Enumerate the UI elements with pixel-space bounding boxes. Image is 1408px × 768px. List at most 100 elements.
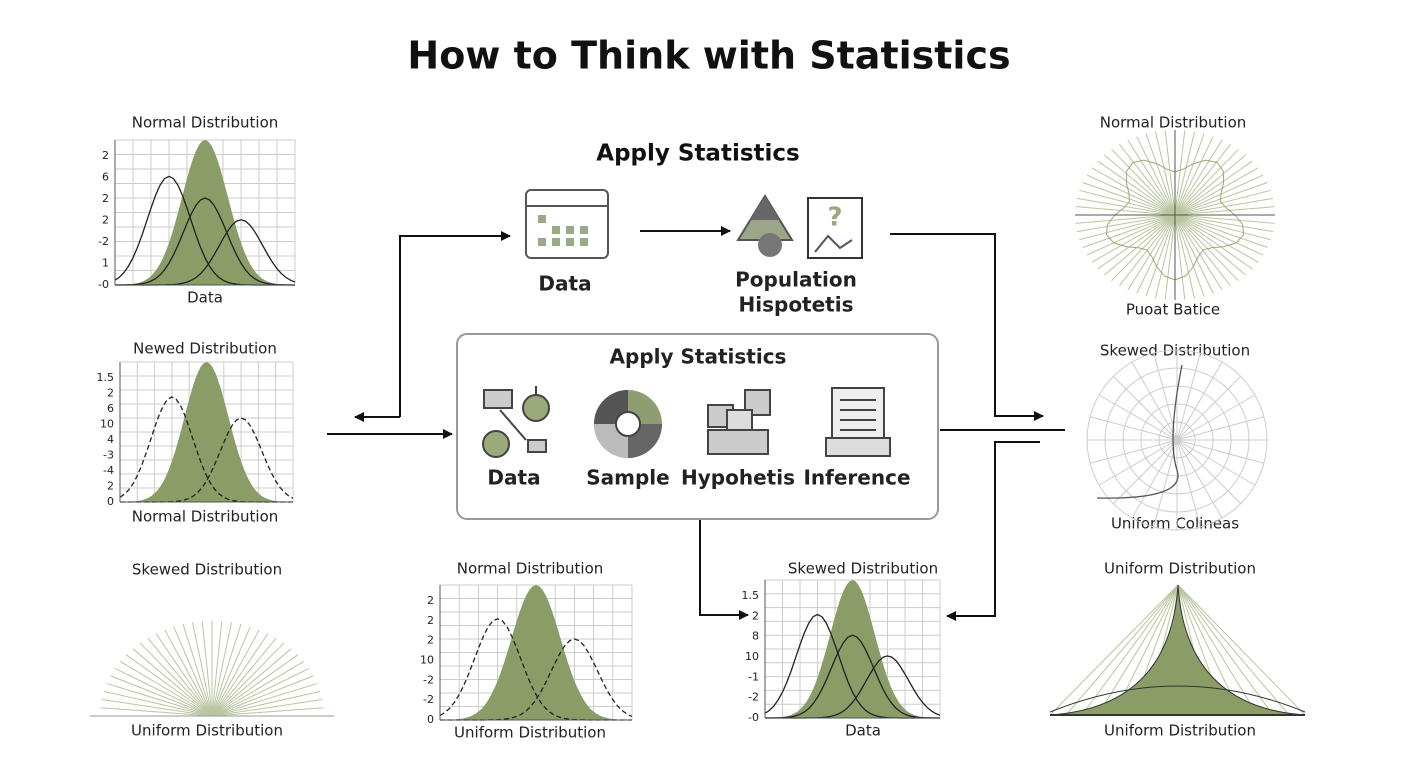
tick-label: 2: [427, 594, 434, 607]
fan-line: [211, 633, 269, 717]
polar-spoke: [1176, 416, 1265, 441]
polar-spoke: [1098, 394, 1178, 441]
panel-caption: Uniform Colineas: [1111, 515, 1239, 533]
polar-spoke: [1176, 439, 1201, 528]
fan-line: [211, 690, 321, 717]
tick-label: 2: [102, 149, 109, 162]
panel: Normal Distribution Data 2 6 2 2 -2 1 -0: [98, 114, 296, 307]
panel-caption: Uniform Distribution: [454, 724, 606, 742]
center-box: [456, 333, 939, 520]
polar-spoke: [1176, 439, 1265, 464]
curve-line: [765, 634, 940, 719]
flow-node-label: Population: [735, 268, 857, 292]
tick-label: 6: [107, 402, 114, 415]
svg-text:?: ?: [827, 203, 842, 233]
fan-line: [155, 633, 213, 717]
page-title: How to Think with Statistics: [407, 34, 1010, 78]
tick-label: -1: [748, 670, 759, 683]
panel: Skewed Distribution Data 1.5 2 8 10 -1 -2 -0: [742, 560, 941, 740]
fan-line: [211, 682, 318, 717]
flow-heading: Apply Statistics: [596, 141, 799, 167]
panel-caption: Data: [187, 289, 223, 307]
tick-label: 4: [107, 433, 114, 446]
peak-area: [1049, 584, 1306, 716]
tick-label: 2: [752, 609, 759, 622]
tick-label: 2: [102, 192, 109, 205]
fan-line: [192, 622, 213, 717]
fan-line: [211, 698, 323, 717]
peak-line: [1065, 584, 1179, 716]
polar-spoke: [1176, 376, 1241, 441]
bell-area: [440, 585, 632, 720]
bell-area: [115, 140, 295, 285]
tick-label: -3: [103, 449, 114, 462]
polar-curve: [1096, 364, 1183, 499]
panel-caption: Uniform Distribution: [1104, 722, 1256, 740]
tick-label: 1: [102, 257, 109, 270]
data-icon: [525, 189, 609, 259]
panel-title: Normal Distribution: [457, 560, 604, 578]
tick-label: -0: [98, 278, 109, 291]
peak-line: [1081, 584, 1179, 716]
polar-spoke: [1176, 439, 1223, 519]
fan-line: [182, 623, 213, 717]
polar-spoke: [1176, 394, 1256, 441]
tick-label: 0: [107, 495, 114, 508]
fan-line: [211, 642, 285, 717]
tick-label: 2: [107, 480, 114, 493]
panel: Normal Distribution Puoat Batice: [1075, 114, 1275, 319]
fan-line: [201, 621, 213, 717]
tick-label: 8: [752, 630, 759, 643]
fan-line: [211, 623, 242, 717]
fan-line: [211, 654, 299, 717]
panel-caption: Uniform Distribution: [131, 722, 283, 740]
peak-curve: [1049, 685, 1306, 713]
tick-label: -2: [98, 235, 109, 248]
polar-spoke: [1098, 439, 1178, 486]
tick-label: -2: [748, 691, 759, 704]
tick-label: 6: [102, 171, 109, 184]
item-icons: [482, 386, 891, 458]
panel-caption: Normal Distribution: [132, 508, 279, 526]
fan-line: [173, 626, 213, 717]
fan-line: [211, 622, 232, 717]
fan-line: [164, 629, 213, 717]
center-item-label: Data: [487, 466, 540, 490]
fan-line: [211, 626, 251, 717]
peak-line: [1177, 584, 1290, 716]
fan-line: [211, 629, 260, 717]
fan-line: [125, 654, 213, 717]
center-box-title: Apply Statistics: [610, 345, 787, 369]
tick-label: 1.5: [742, 589, 760, 602]
fan-line: [211, 675, 314, 717]
peak-line: [1049, 584, 1179, 716]
fan-line: [211, 621, 223, 717]
population-icon: ?: [736, 194, 863, 259]
polar-spoke: [1089, 439, 1178, 464]
panel: Normal Distribution Uniform Distribution 2…: [420, 560, 633, 742]
fan-line: [103, 690, 213, 717]
flow-node-label: Data: [538, 272, 591, 296]
polar-spoke: [1131, 361, 1178, 441]
fan-line: [132, 648, 213, 717]
panel-title: Normal Distribution: [1100, 114, 1247, 132]
tick-label: -2: [423, 673, 434, 686]
polar-spoke: [1176, 439, 1256, 486]
fan-line: [211, 637, 277, 717]
panel-title: Newed Distribution: [133, 340, 277, 358]
tick-label: 2: [107, 387, 114, 400]
fan-line: [100, 707, 213, 717]
panel-title: Uniform Distribution: [1104, 560, 1256, 578]
polar-spoke: [1113, 376, 1178, 441]
polar-spoke: [1153, 439, 1178, 528]
curve-line: [119, 396, 293, 503]
tick-label: 2: [427, 634, 434, 647]
connectors: [327, 226, 1065, 621]
tick-label: 2: [427, 614, 434, 627]
fan-line: [119, 660, 213, 717]
center-item-label: Hypohetis: [681, 466, 795, 490]
fan-line: [211, 667, 310, 717]
fan-line: [211, 648, 292, 717]
